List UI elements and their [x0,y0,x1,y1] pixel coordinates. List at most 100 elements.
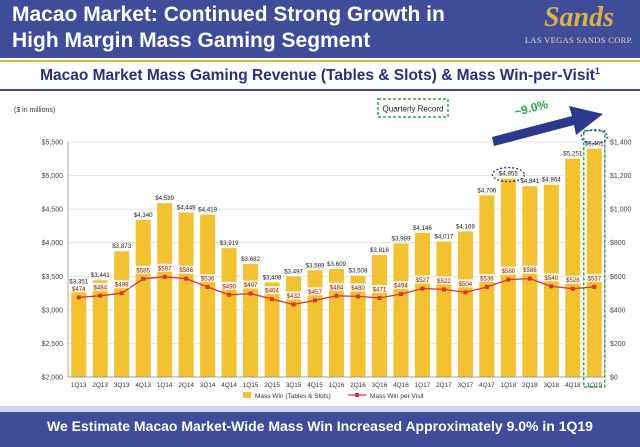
line-value-label: $586 [523,267,537,274]
footer-band [0,406,640,412]
y-left-tick-label: $4,000 [42,240,64,247]
bar [371,255,387,377]
bar-value-label: $4,955 [499,171,518,178]
line-label-bg [199,274,216,283]
bar [565,158,581,377]
mass-gaming-chart: ($ in millions) $2,000 $2,500 $3,000 $3,500 $… [14,97,632,400]
bar [178,212,194,377]
bar-value-label: $3,408 [263,274,282,281]
line-marker [355,294,360,299]
line-value-label: $540 [544,275,558,282]
chart-subtitle-text: Macao Market Mass Gaming Revenue (Tables… [40,67,595,85]
line-marker [119,291,124,296]
line-marker [463,290,468,295]
y-left-tick-label: $5,000 [42,173,64,180]
bar-value-label: $3,508 [349,268,368,275]
bar [586,148,602,377]
bar [243,264,259,377]
bar-value-label: $4,017 [434,234,453,241]
bar [414,232,430,377]
line-value-label: $490 [222,283,236,290]
line-value-label: $597 [158,265,172,272]
x-tick-label: 1Q16 [329,382,345,389]
line-marker [184,276,189,281]
line-value-label: $536 [480,276,494,283]
line-marker [334,293,339,298]
highlight-value-ring [491,166,525,183]
line-value-label: $480 [351,285,365,292]
bar [286,276,302,377]
bar [114,251,130,377]
x-tick-label: 3Q16 [372,382,388,389]
x-tick-label: 1Q13 [71,382,87,389]
line-value-label: $474 [72,286,86,293]
line-value-label: $457 [308,289,322,296]
line-marker [484,285,489,290]
y-left-tick-label: $5,500 [42,140,64,147]
bar-value-label: $4,449 [177,205,196,212]
line-marker [527,276,532,281]
line-label-bg [134,265,152,274]
bar-value-label: $4,146 [413,225,432,232]
legend-swatch-bars [243,392,251,398]
line-label-bg [414,275,431,284]
bar [200,214,216,377]
x-tick-label: 3Q18 [543,382,559,389]
line-value-label: $580 [501,268,515,275]
line-label-bg [242,280,259,289]
line-marker [162,274,167,279]
x-tick-label: 4Q13 [135,382,151,389]
bar [71,286,87,377]
legend-swatch-marker [355,393,359,397]
line-value-label: $537 [587,275,601,282]
x-tick-label: 2Q16 [350,382,366,389]
y-left-tick-label: $2,000 [42,375,64,382]
bar [92,280,108,377]
x-tick-label: 4Q16 [393,382,409,389]
line-marker [398,292,403,297]
bar [457,231,473,377]
x-tick-label: 3Q15 [286,382,302,389]
y-right-tick-label: $1,200 [610,173,632,180]
line-value-label: $586 [179,267,193,274]
growth-arrow [492,106,603,146]
x-tick-label: 4Q14 [221,382,237,389]
x-tick-label: 1Q19 [586,382,602,389]
line-label-bg [543,273,560,282]
line-label-bg [92,282,109,291]
x-tick-label: 3Q14 [200,382,216,389]
bar-value-label: $3,351 [69,278,88,285]
legend-label-line: Mass Win per Visit [370,393,424,400]
line-label-bg [586,273,603,282]
y-right-tick-label: $0 [610,375,618,382]
bar-value-label: $5,401 [585,141,604,148]
header-rule [0,60,640,62]
line-label-bg [113,280,130,289]
line-label-bg [457,279,474,288]
bar-value-label: $4,706 [477,187,496,194]
x-tick-label: 2Q17 [436,382,452,389]
bar-value-label: $3,497 [284,268,303,275]
line-label-bg [156,263,173,272]
bar-value-label: $3,816 [370,247,389,254]
line-label-bg [564,275,581,284]
line-value-label: $499 [115,282,129,289]
line-marker [248,291,253,296]
header-banner: Macao Market: Continued Strong Growth in… [0,0,640,58]
bar-value-label: $4,589 [155,195,174,202]
growth-label: ~9.0% [513,97,550,119]
x-tick-label: 2Q13 [92,382,108,389]
y-right-tick-label: $200 [610,341,626,348]
page-title-line-1: Macao Market: Continued Strong Growth in [12,3,445,26]
y-units-label: ($ in millions) [14,107,55,114]
bar [221,248,237,377]
line-label-bg [500,266,517,275]
line-value-label: $536 [201,276,215,283]
bar [393,243,409,377]
legend-label-bars: Mass Win (Tables & Slots) [255,393,331,400]
line-label-bg [521,265,539,274]
subtitle-rule [0,89,640,91]
bar-value-label: $4,169 [456,223,475,230]
bar [264,282,280,377]
line-value-label: $497 [244,282,258,289]
